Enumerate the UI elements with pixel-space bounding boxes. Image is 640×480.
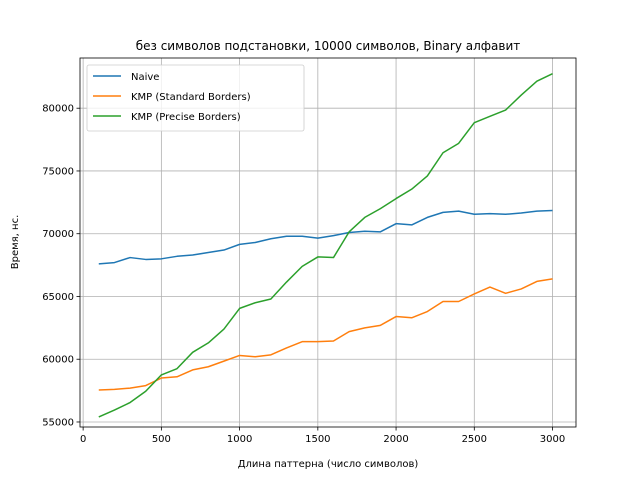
series-line-naive [98,209,553,265]
y-tick-label: 55000 [42,417,74,428]
y-tick-label: 65000 [42,292,74,303]
plot-area-frame [79,57,577,428]
x-tick-label: 500 [152,434,171,445]
legend-box [86,64,305,132]
x-tick-label: 1500 [305,434,330,445]
x-tick-label: 0 [80,434,86,445]
x-axis-label: Длина паттерна (число символов) [238,459,419,470]
legend-label: Naive [131,72,159,83]
legend-label: KMP (Standard Borders) [131,92,251,103]
series-lines [98,73,553,418]
series-line-kmp-precise-borders [98,73,553,418]
legend-label: KMP (Precise Borders) [131,112,241,123]
y-tick-label: 75000 [42,166,74,177]
y-tick-label: 80000 [42,104,74,115]
chart-title: без символов подстановки, 10000 символов… [136,39,521,53]
x-tick-label: 2500 [462,434,487,445]
axis-ticks: 0 500 1000 1500 2000 2500 3000 55000 60000 65000 7… [42,104,565,445]
y-tick-label: 70000 [42,229,74,240]
series-line-kmp-standard-borders [98,278,553,391]
x-tick-label: 2000 [383,434,408,445]
y-axis-label: Время, нс. [10,215,21,270]
x-tick-label: 1000 [227,434,252,445]
x-tick-label: 3000 [540,434,565,445]
y-tick-label: 60000 [42,355,74,366]
legend: Naive KMP (Standard Borders) KMP (Precise … [86,64,305,132]
